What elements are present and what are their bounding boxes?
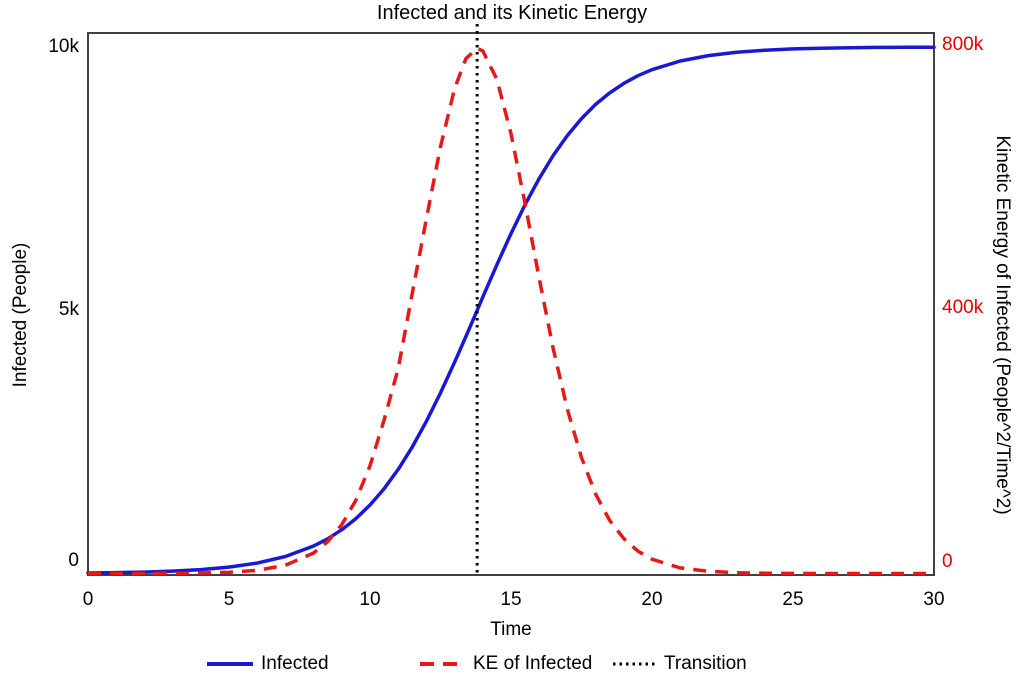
x-tick-25: 25 [782,589,804,610]
legend-label-infected: Infected [261,653,329,674]
y-left-tick-10k: 10k [48,36,79,57]
y-axis-right-label: Kinetic Energy of Infected (People^2/Tim… [992,135,1013,515]
y-right-tick-800k: 800k [942,34,984,55]
x-tick-0: 0 [82,589,94,610]
legend-swatch-infected [207,662,253,666]
x-tick-15: 15 [500,589,522,610]
x-tick-5: 5 [223,589,235,610]
plot-border [87,32,935,576]
legend-swatch-ke [420,662,466,666]
x-tick-30: 30 [923,589,945,610]
y-left-tick-5k: 5k [58,299,79,320]
legend-label-ke: KE of Infected [473,653,593,674]
infected-line [86,45,936,575]
y-left-tick-0: 0 [68,550,79,571]
legend-label-transition: Transition [664,653,747,674]
x-tick-10: 10 [359,589,381,610]
chart-title: Infected and its Kinetic Energy [376,2,648,24]
legend-swatch-transition [613,662,657,666]
y-right-tick-400k: 400k [942,297,984,318]
x-tick-20: 20 [641,589,663,610]
legend: Infected KE of Infected Transition [0,648,1024,678]
x-axis-label: Time [490,619,532,640]
ke-line [88,46,934,576]
y-right-tick-0: 0 [942,551,953,572]
